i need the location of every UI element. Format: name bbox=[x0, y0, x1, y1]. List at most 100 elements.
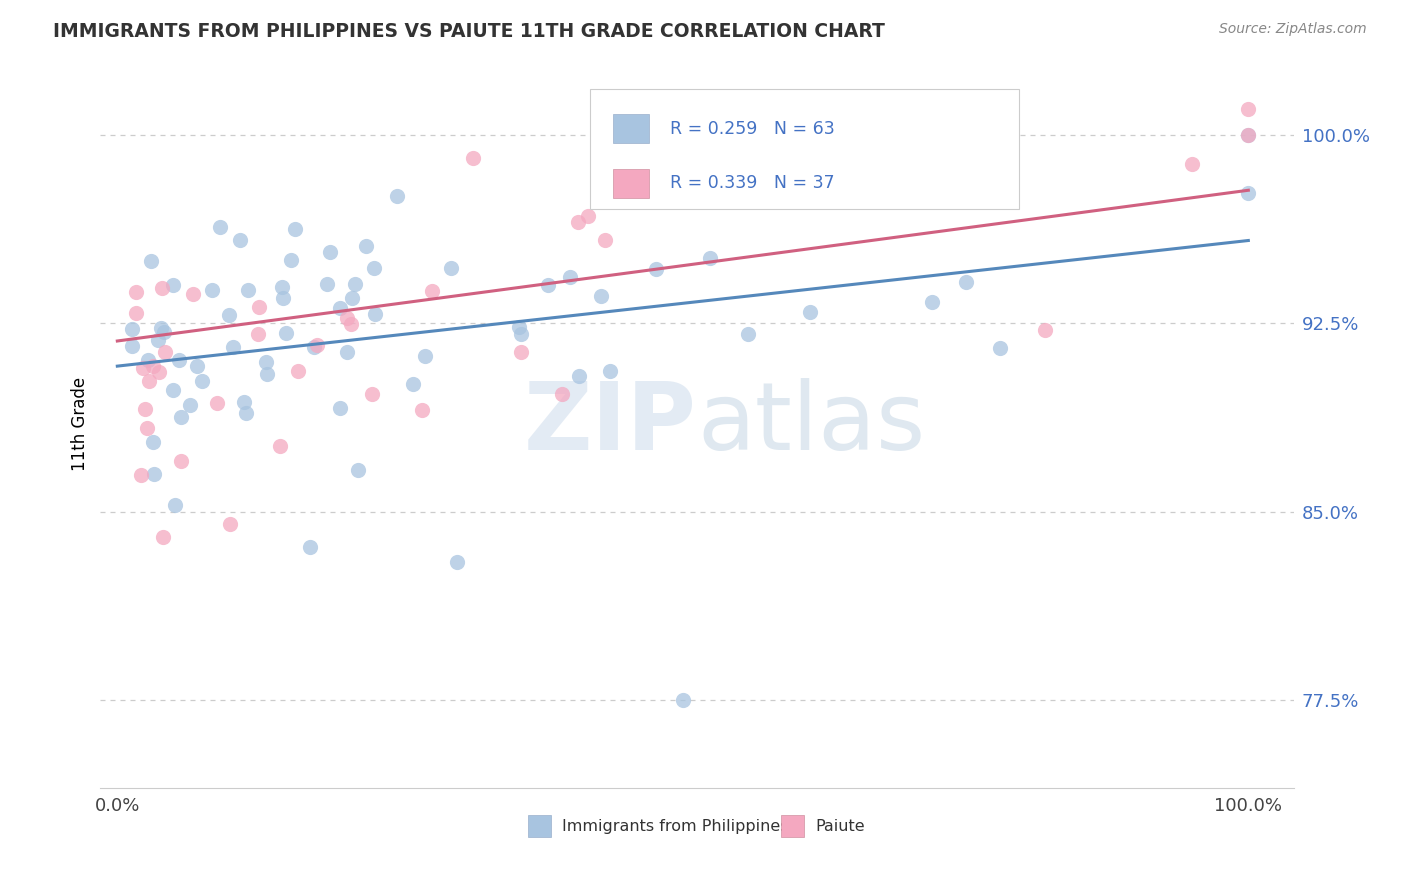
Point bbox=[709, 160, 731, 174]
Point bbox=[150, 281, 173, 295]
Point bbox=[385, 188, 408, 202]
Point bbox=[142, 435, 165, 450]
Point bbox=[422, 285, 444, 299]
Point bbox=[356, 239, 378, 253]
Point bbox=[232, 395, 254, 409]
Point bbox=[1237, 128, 1260, 142]
Point bbox=[209, 219, 232, 234]
Point bbox=[955, 275, 977, 289]
Point bbox=[560, 269, 582, 284]
Point bbox=[162, 278, 184, 293]
Point bbox=[236, 283, 259, 297]
Point bbox=[595, 233, 617, 247]
Point bbox=[315, 277, 337, 292]
Point bbox=[363, 261, 385, 276]
Point bbox=[153, 345, 176, 359]
Point bbox=[508, 320, 530, 334]
Point bbox=[129, 468, 152, 483]
Point bbox=[1237, 128, 1260, 142]
Point bbox=[347, 463, 370, 477]
Point bbox=[125, 306, 148, 320]
Point bbox=[402, 377, 425, 392]
Point bbox=[125, 285, 148, 300]
Text: IMMIGRANTS FROM PHILIPPINES VS PAIUTE 11TH GRADE CORRELATION CHART: IMMIGRANTS FROM PHILIPPINES VS PAIUTE 11… bbox=[53, 22, 886, 41]
Point bbox=[799, 165, 821, 179]
Point bbox=[153, 326, 176, 340]
Point bbox=[411, 402, 433, 417]
Point bbox=[298, 540, 321, 554]
Point bbox=[988, 342, 1011, 356]
Point bbox=[339, 317, 361, 331]
Text: atlas: atlas bbox=[697, 378, 925, 470]
FancyBboxPatch shape bbox=[613, 114, 650, 144]
Point bbox=[270, 280, 292, 294]
Point bbox=[152, 530, 174, 544]
Text: R = 0.259   N = 63: R = 0.259 N = 63 bbox=[669, 120, 834, 138]
Point bbox=[595, 182, 617, 196]
Point bbox=[537, 278, 560, 293]
Point bbox=[361, 386, 384, 401]
Point bbox=[162, 383, 184, 397]
Point bbox=[343, 277, 366, 292]
Point bbox=[254, 355, 277, 369]
FancyBboxPatch shape bbox=[613, 169, 650, 198]
Point bbox=[142, 467, 165, 481]
Point bbox=[672, 693, 695, 707]
Point bbox=[135, 421, 157, 435]
Point bbox=[256, 367, 278, 381]
Point bbox=[247, 300, 270, 314]
Point bbox=[222, 340, 245, 354]
Point bbox=[167, 353, 190, 368]
Point bbox=[181, 286, 204, 301]
Point bbox=[273, 291, 295, 305]
Text: Immigrants from Philippines: Immigrants from Philippines bbox=[562, 819, 789, 833]
Point bbox=[329, 401, 352, 416]
Point bbox=[218, 308, 240, 322]
Point bbox=[1033, 324, 1056, 338]
Point bbox=[229, 233, 252, 247]
Point bbox=[269, 439, 291, 453]
Point bbox=[921, 295, 943, 310]
Y-axis label: 11th Grade: 11th Grade bbox=[72, 376, 89, 471]
Point bbox=[568, 369, 591, 384]
Point bbox=[132, 360, 155, 375]
Point bbox=[163, 498, 186, 512]
Point bbox=[1237, 186, 1260, 200]
Text: Source: ZipAtlas.com: Source: ZipAtlas.com bbox=[1219, 22, 1367, 37]
Point bbox=[364, 307, 387, 321]
Point bbox=[463, 151, 485, 165]
Point bbox=[170, 454, 193, 468]
Point bbox=[150, 321, 173, 335]
Point bbox=[645, 262, 668, 277]
Point bbox=[841, 94, 863, 108]
Point bbox=[509, 327, 531, 342]
Point bbox=[737, 326, 759, 341]
Point bbox=[121, 339, 143, 353]
Point bbox=[440, 260, 463, 275]
Point bbox=[280, 253, 302, 268]
Point bbox=[510, 344, 533, 359]
Text: Paiute: Paiute bbox=[815, 819, 865, 833]
Point bbox=[138, 374, 160, 388]
Point bbox=[335, 310, 357, 325]
Point bbox=[121, 322, 143, 336]
Point bbox=[599, 364, 621, 378]
Point bbox=[235, 406, 257, 420]
Point bbox=[578, 209, 600, 223]
Point bbox=[567, 215, 589, 229]
Point bbox=[318, 245, 340, 260]
Point bbox=[142, 359, 165, 373]
Point bbox=[219, 517, 242, 532]
Text: ZIP: ZIP bbox=[524, 378, 697, 470]
Point bbox=[329, 301, 352, 316]
Point bbox=[141, 254, 163, 268]
Point bbox=[699, 251, 721, 265]
Point bbox=[148, 365, 170, 379]
Point bbox=[186, 359, 208, 373]
Point bbox=[550, 387, 572, 401]
Point bbox=[191, 375, 214, 389]
Point bbox=[340, 291, 363, 305]
Point bbox=[274, 326, 297, 341]
FancyBboxPatch shape bbox=[589, 88, 1019, 209]
Point bbox=[179, 399, 201, 413]
